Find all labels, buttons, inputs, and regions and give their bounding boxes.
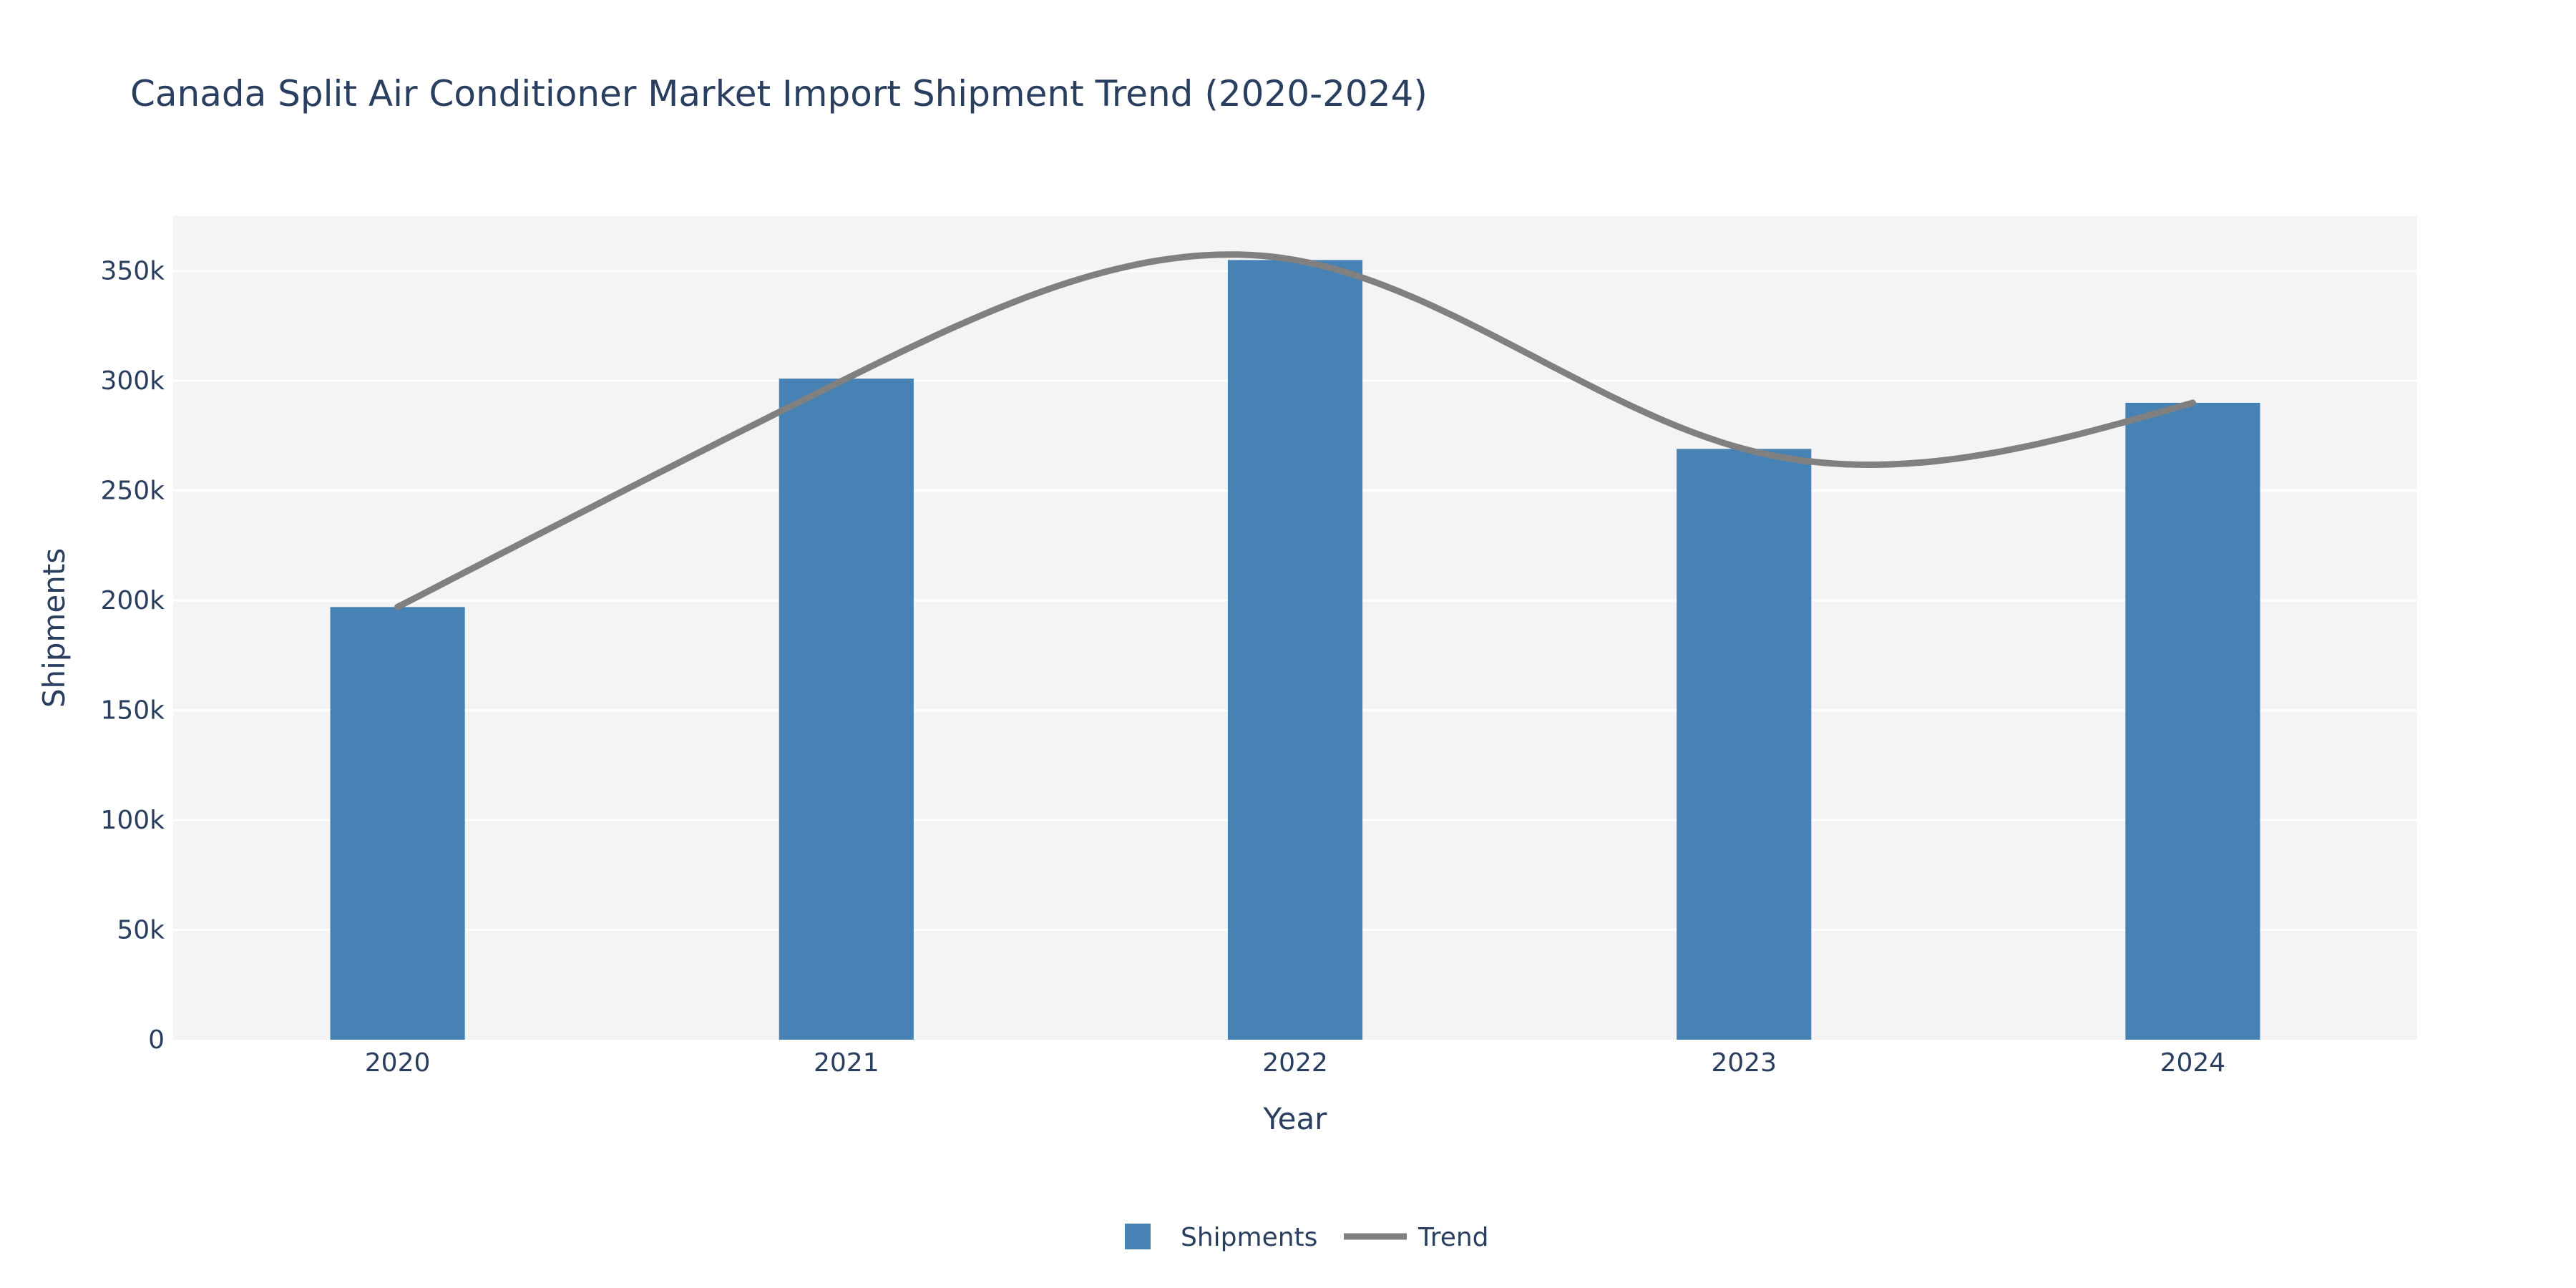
- bar[interactable]: [330, 607, 465, 1040]
- x-tick-label: 2024: [2160, 1048, 2226, 1078]
- legend-label-shipments[interactable]: Shipments: [1181, 1223, 1317, 1252]
- y-tick-label: 250k: [100, 477, 165, 506]
- bar[interactable]: [2125, 402, 2260, 1040]
- x-tick-label: 2022: [1262, 1048, 1328, 1078]
- trend-line[interactable]: [394, 251, 2196, 610]
- bar-series: [330, 260, 2260, 1040]
- bar[interactable]: [1677, 449, 1812, 1040]
- bar[interactable]: [1227, 260, 1363, 1040]
- x-axis-title: Year: [1263, 1101, 1328, 1136]
- y-tick-label: 100k: [100, 806, 165, 835]
- x-tick-label: 2021: [814, 1048, 879, 1078]
- y-tick-label: 350k: [100, 257, 165, 286]
- x-tick-label: 2020: [365, 1048, 431, 1078]
- x-axis-ticks: 2020 2021 2022 2023 2024: [365, 1048, 2225, 1078]
- y-axis-ticks: 0 50k 100k 150k 200k 250k 300k 350k: [100, 257, 165, 1055]
- y-tick-label: 0: [148, 1025, 165, 1055]
- y-axis-title: Shipments: [36, 548, 72, 708]
- chart-title: Canada Split Air Conditioner Market Impo…: [130, 73, 1428, 114]
- bar[interactable]: [779, 379, 914, 1040]
- x-tick-label: 2023: [1711, 1048, 1777, 1078]
- legend: Shipments Trend: [1125, 1223, 1489, 1252]
- y-tick-label: 150k: [100, 696, 165, 726]
- legend-label-trend[interactable]: Trend: [1418, 1223, 1489, 1252]
- legend-swatch-shipments: [1125, 1224, 1151, 1249]
- y-tick-label: 300k: [100, 366, 165, 396]
- y-tick-label: 50k: [117, 916, 165, 945]
- y-tick-label: 200k: [100, 586, 165, 615]
- trend-series: [394, 251, 2196, 610]
